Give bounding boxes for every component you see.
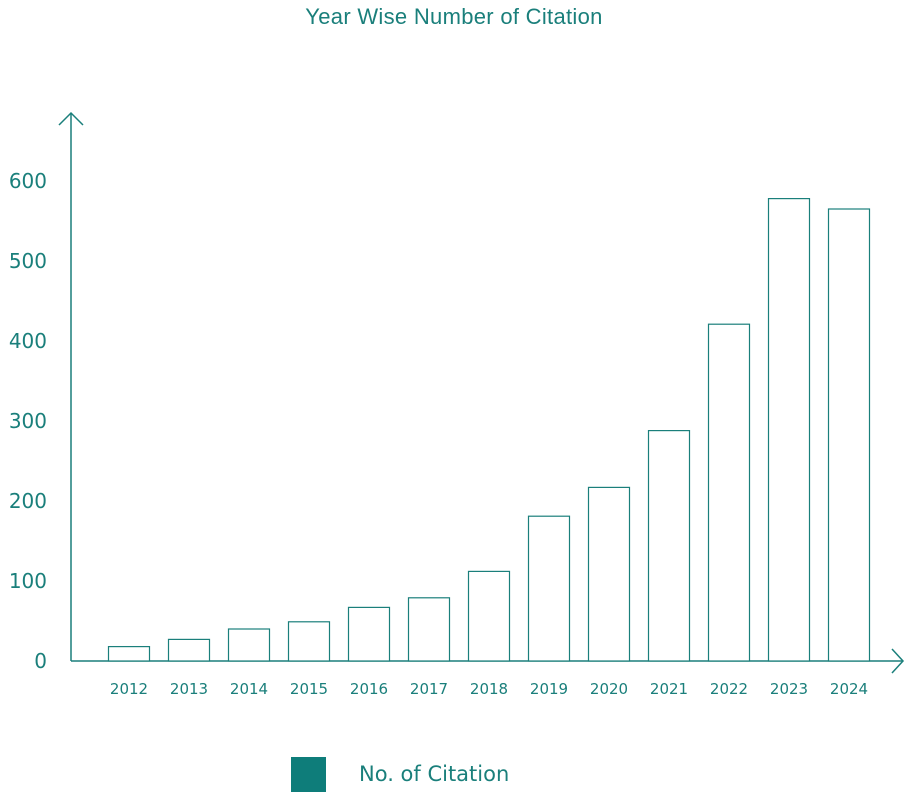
y-tick-label: 600 [9,169,47,193]
x-axis-ticks: 2012 2013 2014 2015 2016 2017 2018 2019 2020 2021… [110,680,868,698]
y-tick-label: 400 [9,329,47,353]
bar-2014 [227,628,271,662]
chart-title: Year Wise Number of Citation [305,4,603,29]
y-tick-label: 300 [9,409,47,433]
x-tick-label: 2014 [230,680,268,698]
bar-2015 [287,621,331,662]
bar-2018 [467,570,511,662]
bar-2023 [767,198,811,662]
bar-2022 [707,323,751,662]
bar-2017 [407,597,451,662]
bars [107,198,871,662]
y-tick-label: 0 [34,649,47,673]
bar-2020 [587,486,631,662]
legend: No. of Citation [291,756,509,792]
x-tick-label: 2023 [770,680,808,698]
bar-2013 [167,638,211,662]
x-tick-label: 2015 [290,680,328,698]
bar-chart: 0 100 200 300 400 500 600 2012 2013 2014 2015 2016… [9,111,905,698]
x-tick-label: 2024 [830,680,868,698]
x-tick-label: 2017 [410,680,448,698]
x-tick-label: 2016 [350,680,388,698]
x-tick-label: 2021 [650,680,688,698]
bar-2021 [647,430,691,662]
x-tick-label: 2022 [710,680,748,698]
y-axis-arrow [58,111,84,126]
legend-swatch [291,756,326,792]
y-tick-label: 200 [9,489,47,513]
y-axis-ticks: 0 100 200 300 400 500 600 [9,169,47,673]
x-tick-label: 2020 [590,680,628,698]
x-tick-label: 2012 [110,680,148,698]
bar-2024 [827,208,871,662]
bar-2012 [107,645,151,662]
x-tick-label: 2018 [470,680,508,698]
x-axis-arrow [891,648,905,674]
x-tick-label: 2013 [170,680,208,698]
bar-2019 [527,515,571,662]
y-tick-label: 100 [9,569,47,593]
x-tick-label: 2019 [530,680,568,698]
bar-2016 [347,606,391,662]
y-tick-label: 500 [9,249,47,273]
legend-label: No. of Citation [359,762,510,786]
